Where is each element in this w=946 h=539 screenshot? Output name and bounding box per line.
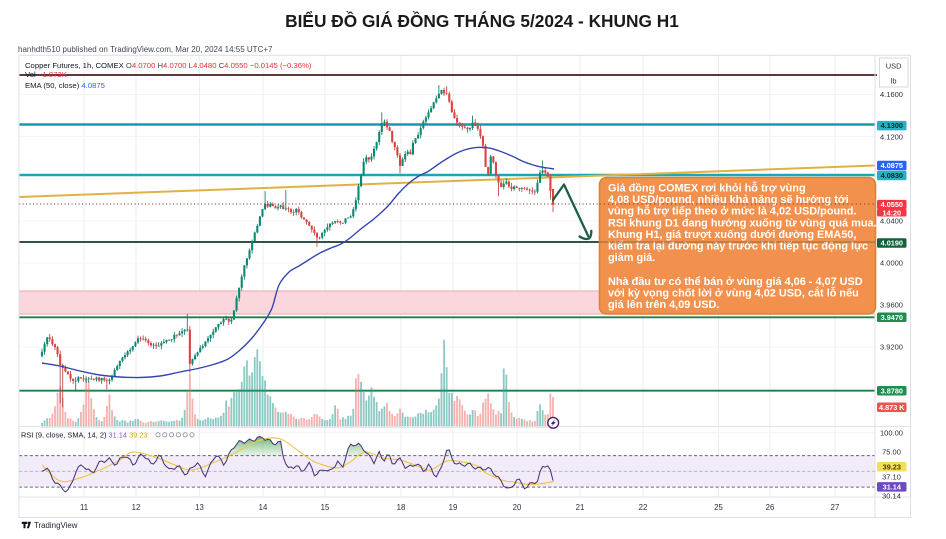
svg-text:RSI (9, close, SMA, 14, 2) 31.: RSI (9, close, SMA, 14, 2) 31.14 39.23 bbox=[21, 431, 148, 440]
svg-text:15: 15 bbox=[321, 503, 330, 512]
svg-text:18: 18 bbox=[397, 503, 406, 512]
svg-text:26: 26 bbox=[766, 503, 775, 512]
svg-text:75.00: 75.00 bbox=[882, 448, 901, 457]
svg-text:30.14: 30.14 bbox=[882, 492, 901, 501]
svg-text:giảm giá.: giảm giá. bbox=[608, 252, 655, 264]
svg-text:14:20: 14:20 bbox=[882, 208, 901, 217]
svg-text:Vol · 1.873K: Vol · 1.873K bbox=[25, 70, 68, 79]
svg-text:giá lên trên 4,09 USD.: giá lên trên 4,09 USD. bbox=[608, 299, 719, 311]
svg-text:22: 22 bbox=[639, 503, 648, 512]
svg-text:21: 21 bbox=[576, 503, 585, 512]
svg-text:4.0875: 4.0875 bbox=[881, 161, 903, 170]
svg-text:TradingView: TradingView bbox=[34, 521, 78, 530]
svg-text:12: 12 bbox=[132, 503, 141, 512]
svg-text:kiểm tra lại đường này trước k: kiểm tra lại đường này trước khi tiếp tụ… bbox=[608, 241, 868, 253]
svg-text:4.1200: 4.1200 bbox=[880, 133, 903, 142]
svg-text:13: 13 bbox=[195, 503, 204, 512]
svg-text:25: 25 bbox=[714, 503, 723, 512]
svg-text:4.0000: 4.0000 bbox=[880, 259, 903, 268]
svg-text:Nhà đầu tư có thể bán ở vùng g: Nhà đầu tư có thể bán ở vùng giá 4,06 - … bbox=[608, 276, 863, 288]
svg-text:lb: lb bbox=[891, 77, 897, 86]
svg-text:Copper Futures, 1h, COMEX O4.0: Copper Futures, 1h, COMEX O4.0700 H4.070… bbox=[25, 61, 312, 70]
svg-text:Giá đồng COMEX rơi khỏi hỗ trợ: Giá đồng COMEX rơi khỏi hỗ trợ vùng bbox=[608, 182, 806, 195]
svg-text:USD: USD bbox=[886, 62, 902, 71]
svg-text:37.10: 37.10 bbox=[882, 473, 901, 482]
svg-text:4.1600: 4.1600 bbox=[880, 90, 903, 99]
svg-text:100.00: 100.00 bbox=[880, 428, 903, 437]
svg-text:27: 27 bbox=[831, 503, 840, 512]
svg-text:Khung H1, giá trượt xuống dưới: Khung H1, giá trượt xuống dưới đường EMA… bbox=[608, 229, 856, 241]
svg-text:EMA (50, close) 4.0875: EMA (50, close) 4.0875 bbox=[25, 81, 105, 90]
svg-text:39.23: 39.23 bbox=[883, 462, 901, 471]
svg-text:RSI khung D1 đang hướng xuống: RSI khung D1 đang hướng xuống từ vùng qu… bbox=[608, 217, 877, 229]
svg-text:19: 19 bbox=[449, 503, 458, 512]
svg-text:11: 11 bbox=[80, 503, 88, 512]
svg-text:20: 20 bbox=[513, 503, 522, 512]
svg-text:3.8780: 3.8780 bbox=[881, 386, 903, 395]
svg-text:với kỳ vọng chốt lời ở vùng 4,: với kỳ vọng chốt lời ở vùng 4,02 USD, cắ… bbox=[608, 287, 859, 300]
svg-text:3.9470: 3.9470 bbox=[881, 313, 903, 322]
svg-text:4.0830: 4.0830 bbox=[881, 171, 903, 180]
svg-text:3.9600: 3.9600 bbox=[880, 301, 903, 310]
svg-text:4.1300: 4.1300 bbox=[881, 121, 903, 130]
svg-text:4,08 USD/pound, nhiều khả năng: 4,08 USD/pound, nhiều khả năng sẽ hướng … bbox=[608, 194, 849, 206]
svg-text:vùng hỗ trợ tiếp theo ở mức là: vùng hỗ trợ tiếp theo ở mức là 4,02 USD/… bbox=[608, 205, 856, 218]
svg-text:4.0550: 4.0550 bbox=[881, 200, 903, 209]
svg-text:3.9200: 3.9200 bbox=[880, 343, 903, 352]
svg-text:4.0190: 4.0190 bbox=[881, 239, 903, 248]
svg-text:4.873 K: 4.873 K bbox=[879, 403, 905, 412]
svg-text:4.0400: 4.0400 bbox=[880, 217, 903, 226]
svg-text:31.14: 31.14 bbox=[883, 483, 902, 492]
svg-text:14: 14 bbox=[259, 503, 268, 512]
